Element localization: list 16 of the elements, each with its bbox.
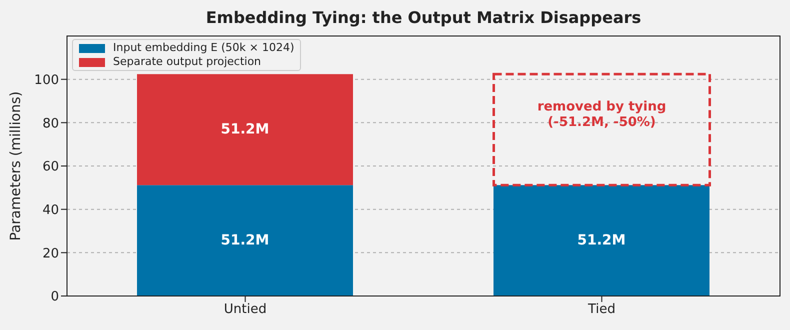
y-tick-label: 100	[34, 72, 59, 88]
y-tick-label: 0	[50, 290, 59, 305]
legend-label: Input embedding E (50k × 1024)	[113, 41, 294, 55]
data-label: 51.2M	[220, 122, 270, 138]
y-tick-label: 20	[42, 246, 59, 262]
chart-title: Embedding Tying: the Output Matrix Disappears	[204, 8, 642, 27]
x-tick-label: Untied	[224, 302, 267, 318]
data-label: 51.2M	[577, 232, 626, 249]
legend-label: Separate output projection	[113, 55, 262, 69]
y-tick-label: 80	[42, 116, 59, 132]
y-tick-label: 60	[42, 160, 59, 175]
annotation: removed by tying (-51.2M, -50%)	[537, 99, 666, 130]
y-axis-title: Parameters (millions)	[8, 91, 24, 241]
x-tick-label: Tied	[587, 302, 616, 318]
data-label: 51.2M	[220, 232, 270, 249]
y-tick-label: 40	[42, 202, 59, 218]
